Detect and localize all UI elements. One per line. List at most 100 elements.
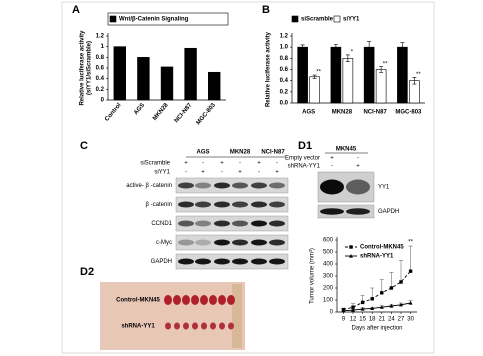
- tumor: [201, 322, 207, 330]
- x-tick-label: 24: [388, 317, 395, 323]
- tumor-photo: [100, 282, 245, 350]
- x-tick-label: 18: [369, 317, 376, 323]
- error-bar: [333, 44, 338, 51]
- blot-band: [320, 179, 344, 195]
- error-bar: [379, 66, 384, 73]
- blot-sign: +: [330, 156, 334, 162]
- error-bar: [400, 42, 405, 52]
- point: [399, 280, 403, 284]
- blot-sign: +: [220, 161, 224, 167]
- blot-condition: siYY1: [154, 170, 170, 176]
- y-tick-label: 0.6: [96, 66, 105, 72]
- bar: [397, 46, 408, 104]
- blot-sign: -: [276, 161, 278, 167]
- x-tick-label: AGS: [133, 102, 146, 116]
- significance: **: [316, 70, 321, 76]
- y-tick-label: 0: [330, 310, 334, 316]
- blot-band: [214, 220, 230, 227]
- panel-label: C: [80, 140, 88, 152]
- blot-sign: +: [356, 164, 360, 170]
- blot-band: [269, 258, 285, 265]
- blot-band: [251, 220, 267, 227]
- x-tick-label: AGS: [302, 110, 315, 116]
- blot-band: [214, 182, 230, 189]
- y-tick-label: 0.6: [280, 67, 289, 73]
- error-bar: [300, 44, 305, 50]
- blot-sign: +: [257, 161, 261, 167]
- blot-band: [195, 201, 211, 208]
- point: [389, 304, 394, 308]
- y-tick-label: 100: [323, 298, 334, 304]
- point: [351, 308, 355, 312]
- blot-column: MKN28: [230, 150, 251, 156]
- point: [389, 286, 394, 290]
- point: [399, 302, 403, 307]
- legend-label: Control-MKN45: [360, 245, 404, 251]
- error-bar: [345, 54, 350, 62]
- y-tick-label: 600: [323, 238, 334, 244]
- y-tick-label: 1.2: [96, 34, 105, 40]
- blot-sign: -: [331, 164, 333, 170]
- significance: *: [351, 50, 354, 56]
- blot-sign: +: [275, 170, 279, 176]
- blot-band: [178, 239, 194, 246]
- point: [341, 308, 346, 313]
- point: [370, 306, 375, 310]
- blot-band-label: YY1: [378, 185, 390, 191]
- blot-band: [178, 182, 194, 189]
- blot-sign: +: [201, 170, 205, 176]
- tumor: [228, 322, 234, 330]
- x-tick-label: MKN28: [332, 110, 353, 116]
- blot-band: [269, 201, 285, 208]
- blot-band: [214, 258, 230, 265]
- blot-band: [178, 220, 194, 227]
- y-tick-label: 400: [323, 262, 334, 268]
- blot-column: NCI-N87: [261, 150, 285, 156]
- blot-band: [195, 258, 211, 265]
- blot-sign: -: [185, 170, 187, 176]
- blot-column: AGS: [196, 150, 209, 156]
- blot-band: [178, 201, 194, 208]
- x-tick-label: 12: [350, 317, 357, 323]
- legend-swatch: [291, 15, 299, 23]
- x-axis-label: Days after injection: [351, 326, 402, 332]
- figure-border: [61, 1, 435, 354]
- legend-swatch: [333, 15, 341, 23]
- x-tick-label: 15: [359, 317, 366, 323]
- blot-condition: Empty vector: [285, 156, 320, 162]
- x-tick-label: NCI-N87: [174, 102, 194, 124]
- y-tick-label: 0: [101, 98, 105, 104]
- y-tick-label: 0.2: [96, 87, 105, 93]
- tumor: [209, 295, 217, 305]
- tumor: [200, 295, 208, 305]
- blot-band: [251, 201, 267, 208]
- blot-band: [251, 182, 267, 189]
- blot-band: [251, 239, 267, 246]
- y-axis-label: Relative luciferase activity: [266, 31, 272, 107]
- blot-band: [178, 258, 194, 265]
- error-bar: [367, 41, 372, 54]
- x-tick-label: 9: [342, 317, 346, 323]
- point: [360, 300, 365, 305]
- blot-sign: -: [258, 170, 260, 176]
- y-axis-label: Relative luciferase activity: [80, 30, 86, 106]
- error-bar: [379, 279, 384, 293]
- error-bar: [389, 272, 394, 288]
- blot-band-label: active- β -catenin: [126, 183, 172, 189]
- error-bar: [312, 74, 317, 79]
- blot-band: [320, 208, 344, 215]
- blot-band-label: CCND1: [151, 221, 172, 227]
- tumor: [219, 322, 225, 330]
- y-tick-label: 1: [101, 44, 105, 50]
- legend-box: [107, 12, 229, 26]
- blot-band: [232, 201, 248, 208]
- bar: [137, 57, 150, 101]
- blot-band: [269, 220, 285, 227]
- tumor: [218, 295, 226, 305]
- significance: **: [416, 72, 421, 78]
- point: [408, 269, 413, 273]
- point: [379, 305, 384, 309]
- tumor: [165, 322, 171, 330]
